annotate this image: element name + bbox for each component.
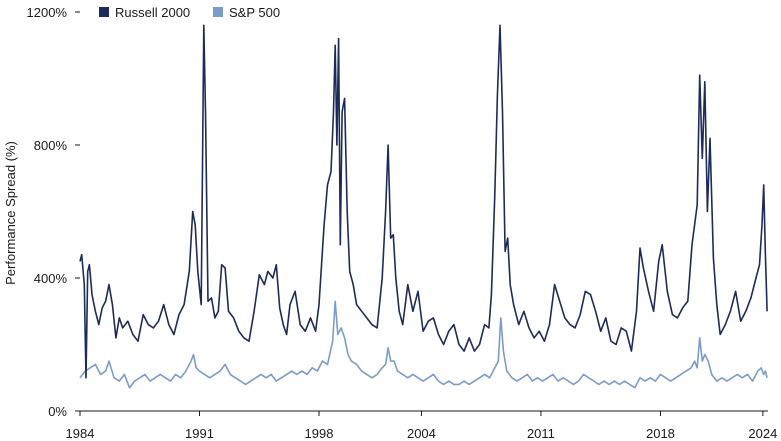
series-line-sp-500 bbox=[79, 300, 768, 389]
x-tick-label: 1991 bbox=[185, 426, 214, 441]
legend-swatch-russell-2000 bbox=[99, 7, 109, 17]
x-tick-label: 1984 bbox=[66, 426, 95, 441]
legend-label-sp-500: S&P 500 bbox=[229, 5, 280, 20]
y-tick-label: 800% bbox=[34, 138, 68, 153]
legend: Russell 2000 S&P 500 bbox=[99, 5, 280, 20]
x-tick-label: 2004 bbox=[407, 426, 436, 441]
legend-swatch-sp-500 bbox=[213, 7, 223, 17]
legend-label-russell-2000: Russell 2000 bbox=[115, 5, 190, 20]
x-tick-label: 2024 bbox=[748, 426, 777, 441]
series-layer bbox=[79, 24, 768, 389]
y-tick-label: 0% bbox=[48, 404, 67, 419]
series-line-russell-2000 bbox=[79, 24, 768, 379]
x-tick-label: 2011 bbox=[527, 426, 555, 441]
x-tick-label: 2018 bbox=[646, 426, 675, 441]
y-axis-ticks: 0% 400% 800% 1200% bbox=[27, 5, 80, 419]
y-tick-label: 400% bbox=[34, 271, 68, 286]
x-tick-label: 1998 bbox=[305, 426, 334, 441]
y-tick-label: 1200% bbox=[27, 5, 68, 20]
y-axis-title: Performance Spread (%) bbox=[3, 141, 18, 285]
x-axis-ticks: 1984 1991 1998 2004 2011 2018 2024 bbox=[66, 411, 777, 441]
